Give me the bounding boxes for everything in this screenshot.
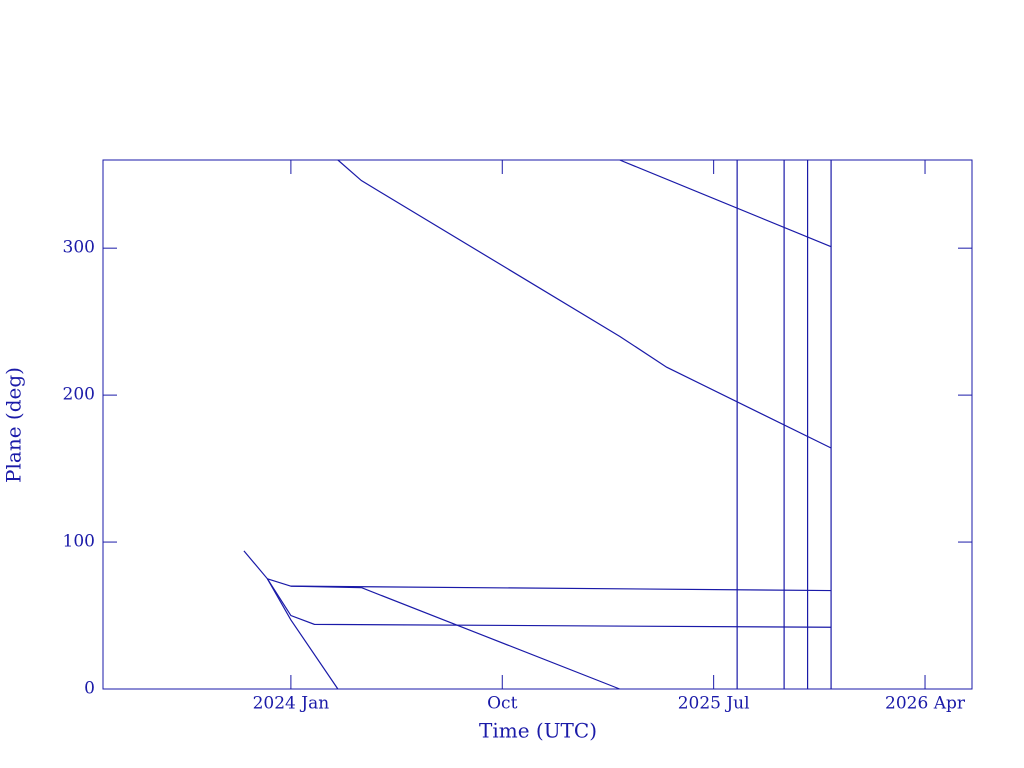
y-axis-label: Plane (deg) xyxy=(2,367,26,483)
series-line xyxy=(337,159,832,449)
plot-frame xyxy=(102,159,973,690)
series-line xyxy=(290,585,832,592)
x-tick-label: 2025 Jul xyxy=(678,694,750,714)
series-line xyxy=(266,578,832,628)
y-tick-label: 200 xyxy=(63,385,95,405)
x-tick-label: 2026 Apr xyxy=(885,694,966,714)
series-line xyxy=(267,578,620,690)
y-tick-label: 300 xyxy=(63,238,95,258)
series-line xyxy=(619,159,832,248)
y-tick-label: 0 xyxy=(84,679,95,699)
x-tick-label: Oct xyxy=(487,694,517,714)
x-tick-label: 2024 Jan xyxy=(253,694,330,714)
y-tick-label: 100 xyxy=(63,532,95,552)
series-line xyxy=(243,550,339,690)
x-axis-label: Time (UTC) xyxy=(479,719,597,743)
